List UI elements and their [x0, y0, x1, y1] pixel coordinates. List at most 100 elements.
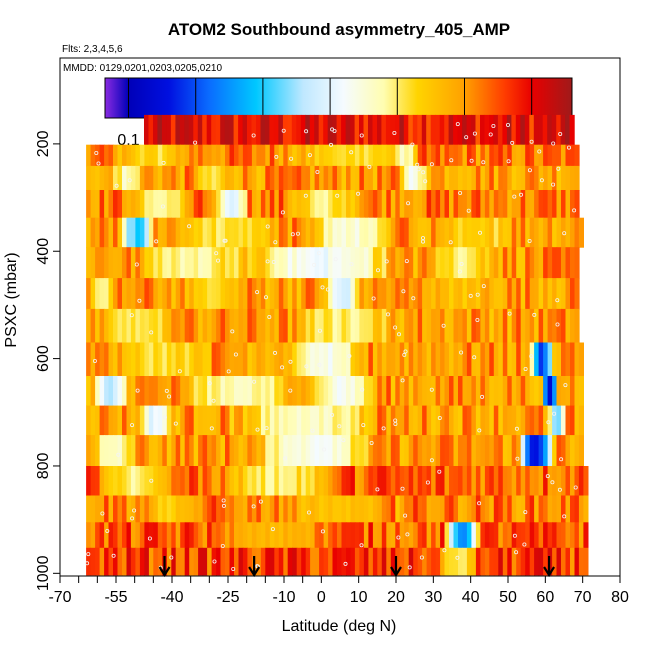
heatmap-cell [274, 547, 280, 576]
heatmap-cell [130, 342, 136, 377]
heatmap-cell [144, 466, 150, 496]
heatmap-cell [525, 144, 531, 167]
heatmap-cell [556, 405, 562, 436]
heatmap-cell [287, 547, 293, 576]
heatmap-cell [319, 495, 325, 523]
heatmap-cell [440, 308, 446, 343]
heatmap-cell [462, 466, 468, 496]
heatmap-cell [354, 376, 360, 406]
heatmap-cell [444, 405, 450, 436]
heatmap-cell [507, 405, 513, 436]
heatmap-cell [560, 114, 566, 146]
heatmap-cell [332, 190, 338, 219]
heatmap-cell [108, 165, 114, 191]
heatmap-cell [395, 547, 401, 576]
heatmap-cell [502, 435, 508, 467]
heatmap-cell [166, 217, 172, 248]
heatmap-cell [86, 547, 92, 576]
heatmap-cell [354, 217, 360, 248]
heatmap-cell [354, 190, 360, 219]
heatmap-cell [466, 547, 472, 576]
heatmap-cell [341, 247, 347, 279]
heatmap-cell [431, 217, 437, 248]
data-point [475, 292, 480, 297]
data-point [442, 548, 447, 553]
heatmap-cell [408, 435, 414, 467]
heatmap-cell [198, 190, 204, 219]
heatmap-cell [104, 217, 110, 248]
heatmap-cell [328, 405, 334, 436]
heatmap-cell [225, 144, 231, 167]
heatmap-cell [113, 165, 119, 191]
heatmap-cell [363, 522, 369, 549]
heatmap-cell [395, 405, 401, 436]
heatmap-cell [234, 165, 240, 191]
heatmap-cell [139, 278, 145, 310]
heatmap-cell [265, 466, 271, 496]
heatmap-cell [570, 190, 576, 219]
heatmap-cell [86, 495, 92, 523]
data-point [356, 191, 361, 196]
heatmap-cell [395, 522, 401, 549]
heatmap-cell [86, 144, 92, 167]
heatmap-cell [260, 278, 266, 310]
data-point [341, 438, 346, 443]
heatmap-cell [520, 466, 526, 496]
heatmap-cell [480, 495, 486, 523]
heatmap-cell [95, 144, 101, 167]
heatmap-cell [390, 165, 396, 191]
heatmap-cell [377, 217, 383, 248]
heatmap-cell [216, 376, 222, 406]
heatmap-cell [529, 114, 535, 146]
heatmap-cell [283, 217, 289, 248]
heatmap-cell [256, 114, 262, 146]
heatmap-cell [108, 495, 114, 523]
heatmap-cell [278, 278, 284, 310]
heatmap-cell [148, 247, 154, 279]
heatmap-cell [234, 217, 240, 248]
heatmap-cell [90, 165, 96, 191]
heatmap-cell [412, 114, 418, 146]
heatmap-cell [90, 522, 96, 549]
heatmap-cell [561, 308, 567, 343]
heatmap-cell [193, 522, 199, 549]
heatmap-cell [153, 190, 159, 219]
heatmap-cell [332, 247, 338, 279]
heatmap-cell [202, 308, 208, 343]
heatmap-cell [95, 466, 101, 496]
heatmap-cell [561, 405, 567, 436]
heatmap-cell [440, 376, 446, 406]
heatmap-cell [95, 278, 101, 310]
heatmap-cell [475, 435, 481, 467]
heatmap-cell [211, 217, 217, 248]
heatmap-cell [153, 466, 159, 496]
heatmap-cell [552, 495, 558, 523]
data-point [407, 565, 412, 570]
data-point [449, 158, 454, 163]
heatmap-cell [153, 247, 159, 279]
heatmap-cell [520, 405, 526, 436]
heatmap-cell [341, 114, 347, 146]
heatmap-cell [395, 165, 401, 191]
heatmap-cell [86, 466, 92, 496]
heatmap-cell [301, 247, 307, 279]
heatmap-cell [547, 522, 553, 549]
heatmap-cell [368, 495, 374, 523]
heatmap-cell [126, 278, 132, 310]
heatmap-cell [130, 376, 136, 406]
heatmap-cell [493, 217, 499, 248]
heatmap-cell [332, 308, 338, 343]
heatmap-cell [453, 278, 459, 310]
heatmap-cell [274, 495, 280, 523]
heatmap-cell [287, 144, 293, 167]
heatmap-cell [413, 217, 419, 248]
heatmap-cell [489, 217, 495, 248]
heatmap-cell [372, 376, 378, 406]
heatmap-cell [480, 247, 486, 279]
heatmap-cell [323, 495, 329, 523]
heatmap-cell [166, 466, 172, 496]
heatmap-cell [211, 495, 217, 523]
heatmap-cell [328, 522, 334, 549]
heatmap-cell [193, 165, 199, 191]
heatmap-cell [431, 547, 437, 576]
